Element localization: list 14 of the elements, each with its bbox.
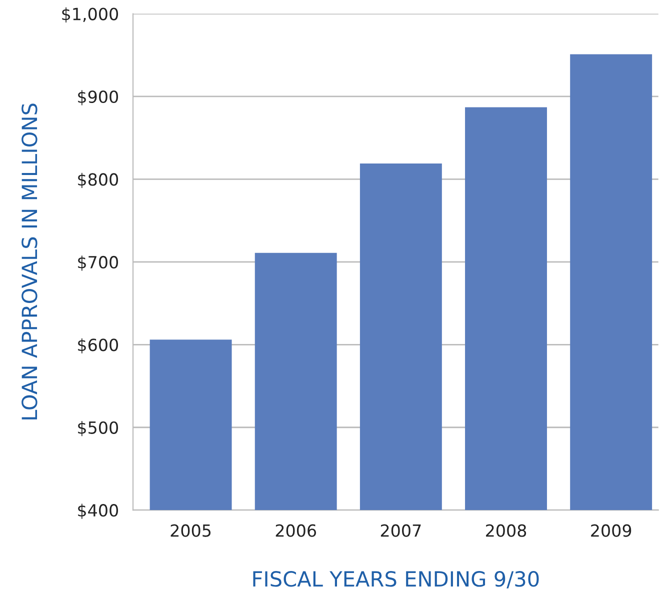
x-tick-label: 2008: [486, 524, 526, 537]
x-tick-label: 2007: [380, 524, 421, 537]
y-tick-label: $800: [78, 172, 118, 188]
x-tick-label: 2006: [276, 524, 316, 537]
x-tick-label: 2009: [591, 524, 632, 537]
y-tick-label: $1,000: [62, 7, 118, 23]
y-tick-label: $400: [78, 504, 118, 519]
x-axis-title: FISCAL YEARS ENDING 9/30: [253, 571, 539, 588]
y-tick-label: $700: [78, 256, 118, 271]
y-tick-label: $600: [78, 338, 118, 354]
y-axis-title: LOAN APPROVALS IN MILLIONS: [22, 104, 38, 420]
x-tick-label: 2005: [170, 524, 211, 537]
y-tick-label: $500: [78, 421, 118, 436]
y-tick-label: $900: [78, 90, 118, 106]
